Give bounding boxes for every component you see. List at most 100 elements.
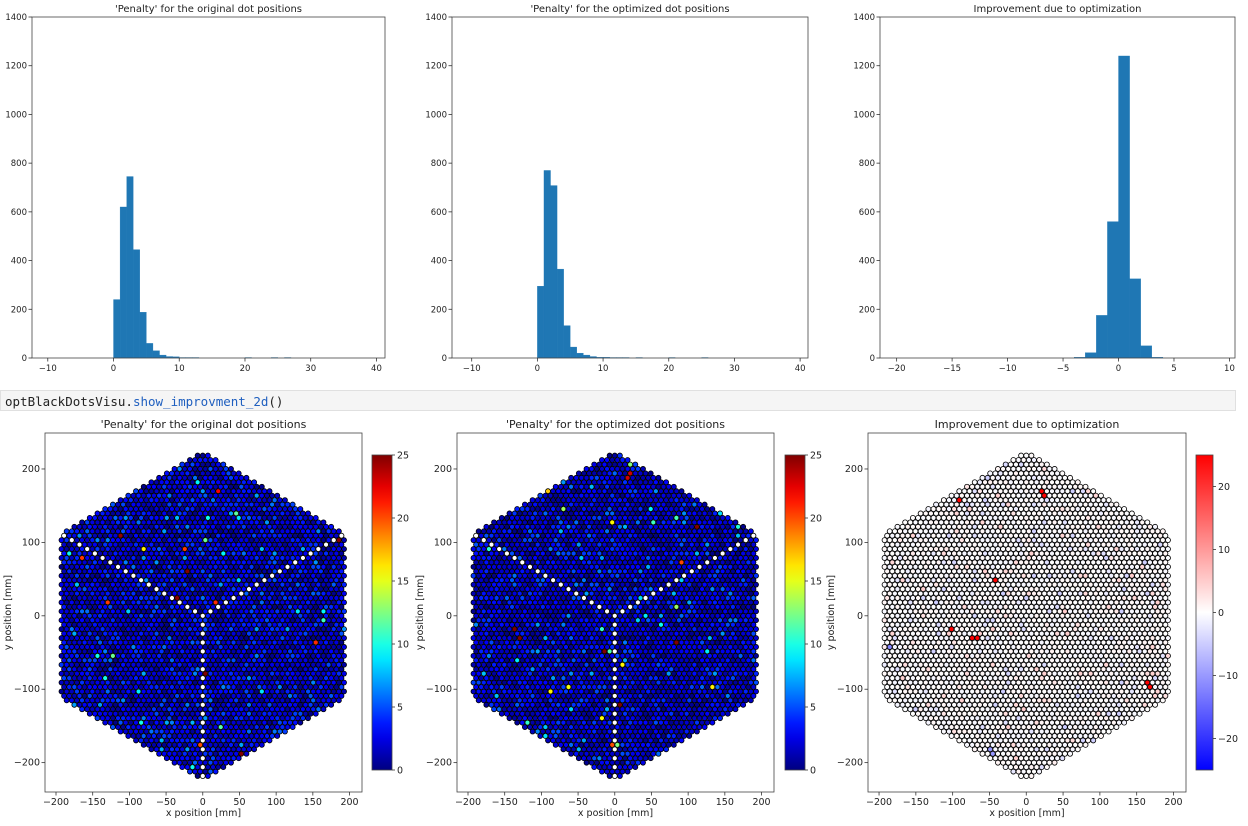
y-tick-label: 400	[11, 257, 27, 267]
dot	[266, 488, 273, 495]
dot	[243, 474, 250, 481]
dot	[338, 586, 345, 593]
dot	[212, 457, 219, 463]
histogram-bar	[543, 170, 551, 359]
dot	[228, 759, 234, 766]
x-tick-label: 0	[200, 797, 206, 808]
x-tick-label: 0	[535, 364, 540, 374]
y-tick-label: 100	[22, 537, 40, 548]
x-tick-label: −50	[156, 797, 176, 808]
histogram-bar	[159, 354, 167, 359]
dot	[747, 697, 754, 704]
dot	[205, 773, 211, 779]
colorbar-tick-label: 20	[397, 514, 409, 525]
y-tick-label: 1000	[425, 110, 447, 120]
dot	[750, 675, 757, 682]
dot	[341, 679, 347, 686]
dot	[338, 657, 345, 664]
y-tick-label: 1000	[853, 110, 875, 120]
dot	[274, 492, 281, 499]
x-tick-label: −20	[888, 364, 906, 374]
dot	[289, 501, 296, 508]
histogram-bar	[563, 325, 571, 359]
x-tick-label: 10	[1224, 364, 1235, 374]
x-tick-label: 5	[1171, 364, 1176, 374]
dot	[341, 688, 347, 695]
dot	[701, 724, 708, 730]
histogram-bar	[119, 206, 127, 359]
dot	[338, 541, 345, 548]
dot	[338, 630, 345, 637]
dot	[251, 746, 258, 753]
dot	[140, 483, 147, 490]
axes-frame	[31, 16, 386, 359]
chart-title: 'Penalty' for the optimized dot position…	[530, 4, 729, 15]
histogram-bar	[583, 354, 591, 359]
histogram-bar	[550, 185, 558, 359]
dot	[338, 639, 345, 646]
dot	[212, 768, 219, 775]
x-tick-label: −15	[943, 364, 961, 374]
histogram-bar	[1118, 55, 1130, 359]
x-tick-label: 0	[111, 364, 116, 374]
dot	[338, 675, 345, 682]
dot	[148, 479, 155, 486]
histogram-bar	[146, 343, 154, 359]
x-tick-label: 100	[267, 797, 285, 808]
dot	[235, 755, 242, 762]
dot	[79, 519, 85, 526]
dot	[320, 519, 327, 526]
dot	[724, 710, 731, 717]
y-tick-label: 0	[442, 354, 447, 364]
colorbar-tick-label: 5	[397, 703, 403, 714]
dot	[341, 599, 347, 606]
y-tick-label: 200	[22, 464, 40, 475]
dot	[338, 693, 345, 699]
x-tick-label: 20	[663, 364, 674, 374]
histogram-bar	[139, 312, 147, 359]
x-tick-label: −10	[39, 364, 57, 374]
dot	[750, 684, 757, 690]
y-tick-label: 600	[859, 208, 875, 218]
dot	[328, 523, 335, 530]
y-tick-label: 1400	[5, 13, 27, 23]
dots-layer	[58, 452, 347, 779]
y-tick-label: −200	[14, 758, 40, 769]
dot	[632, 764, 639, 771]
dot	[338, 612, 345, 619]
histogram-bar	[556, 268, 564, 359]
chart-title: 'Penalty' for the original dot positions	[101, 418, 307, 431]
dot	[312, 710, 319, 717]
dot	[282, 728, 288, 735]
dot	[686, 733, 693, 739]
dot	[670, 741, 677, 748]
dot	[109, 501, 116, 508]
x-tick-label: −5	[1057, 364, 1070, 374]
x-tick-label: 40	[795, 364, 806, 374]
dot	[753, 679, 759, 686]
colorbar-tick-label: 25	[397, 451, 409, 462]
dots-layer	[470, 452, 759, 779]
chart-1: −10 0 10 20 30 400200400600800100012001400'Pe…	[425, 4, 809, 374]
dot	[624, 768, 631, 775]
y-tick-label: 0	[870, 354, 875, 364]
y-axis-label: y position [mm]	[3, 575, 14, 650]
dot	[338, 532, 345, 539]
dot	[220, 461, 227, 468]
histogram-bar	[1096, 315, 1108, 359]
y-tick-label: 600	[11, 208, 27, 218]
dot	[717, 715, 723, 722]
histogram-bar	[1107, 221, 1119, 359]
y-tick-label: 1200	[5, 62, 27, 72]
x-tick-label: −150	[80, 797, 106, 808]
axes-frame	[451, 16, 809, 359]
dot	[320, 706, 327, 713]
dot	[125, 492, 132, 499]
dot	[187, 457, 193, 463]
x-tick-label: 10	[598, 364, 609, 374]
x-tick-label: 150	[304, 797, 322, 808]
y-tick-label: 800	[431, 159, 447, 169]
colorbar-tick-label: 0	[397, 766, 403, 777]
